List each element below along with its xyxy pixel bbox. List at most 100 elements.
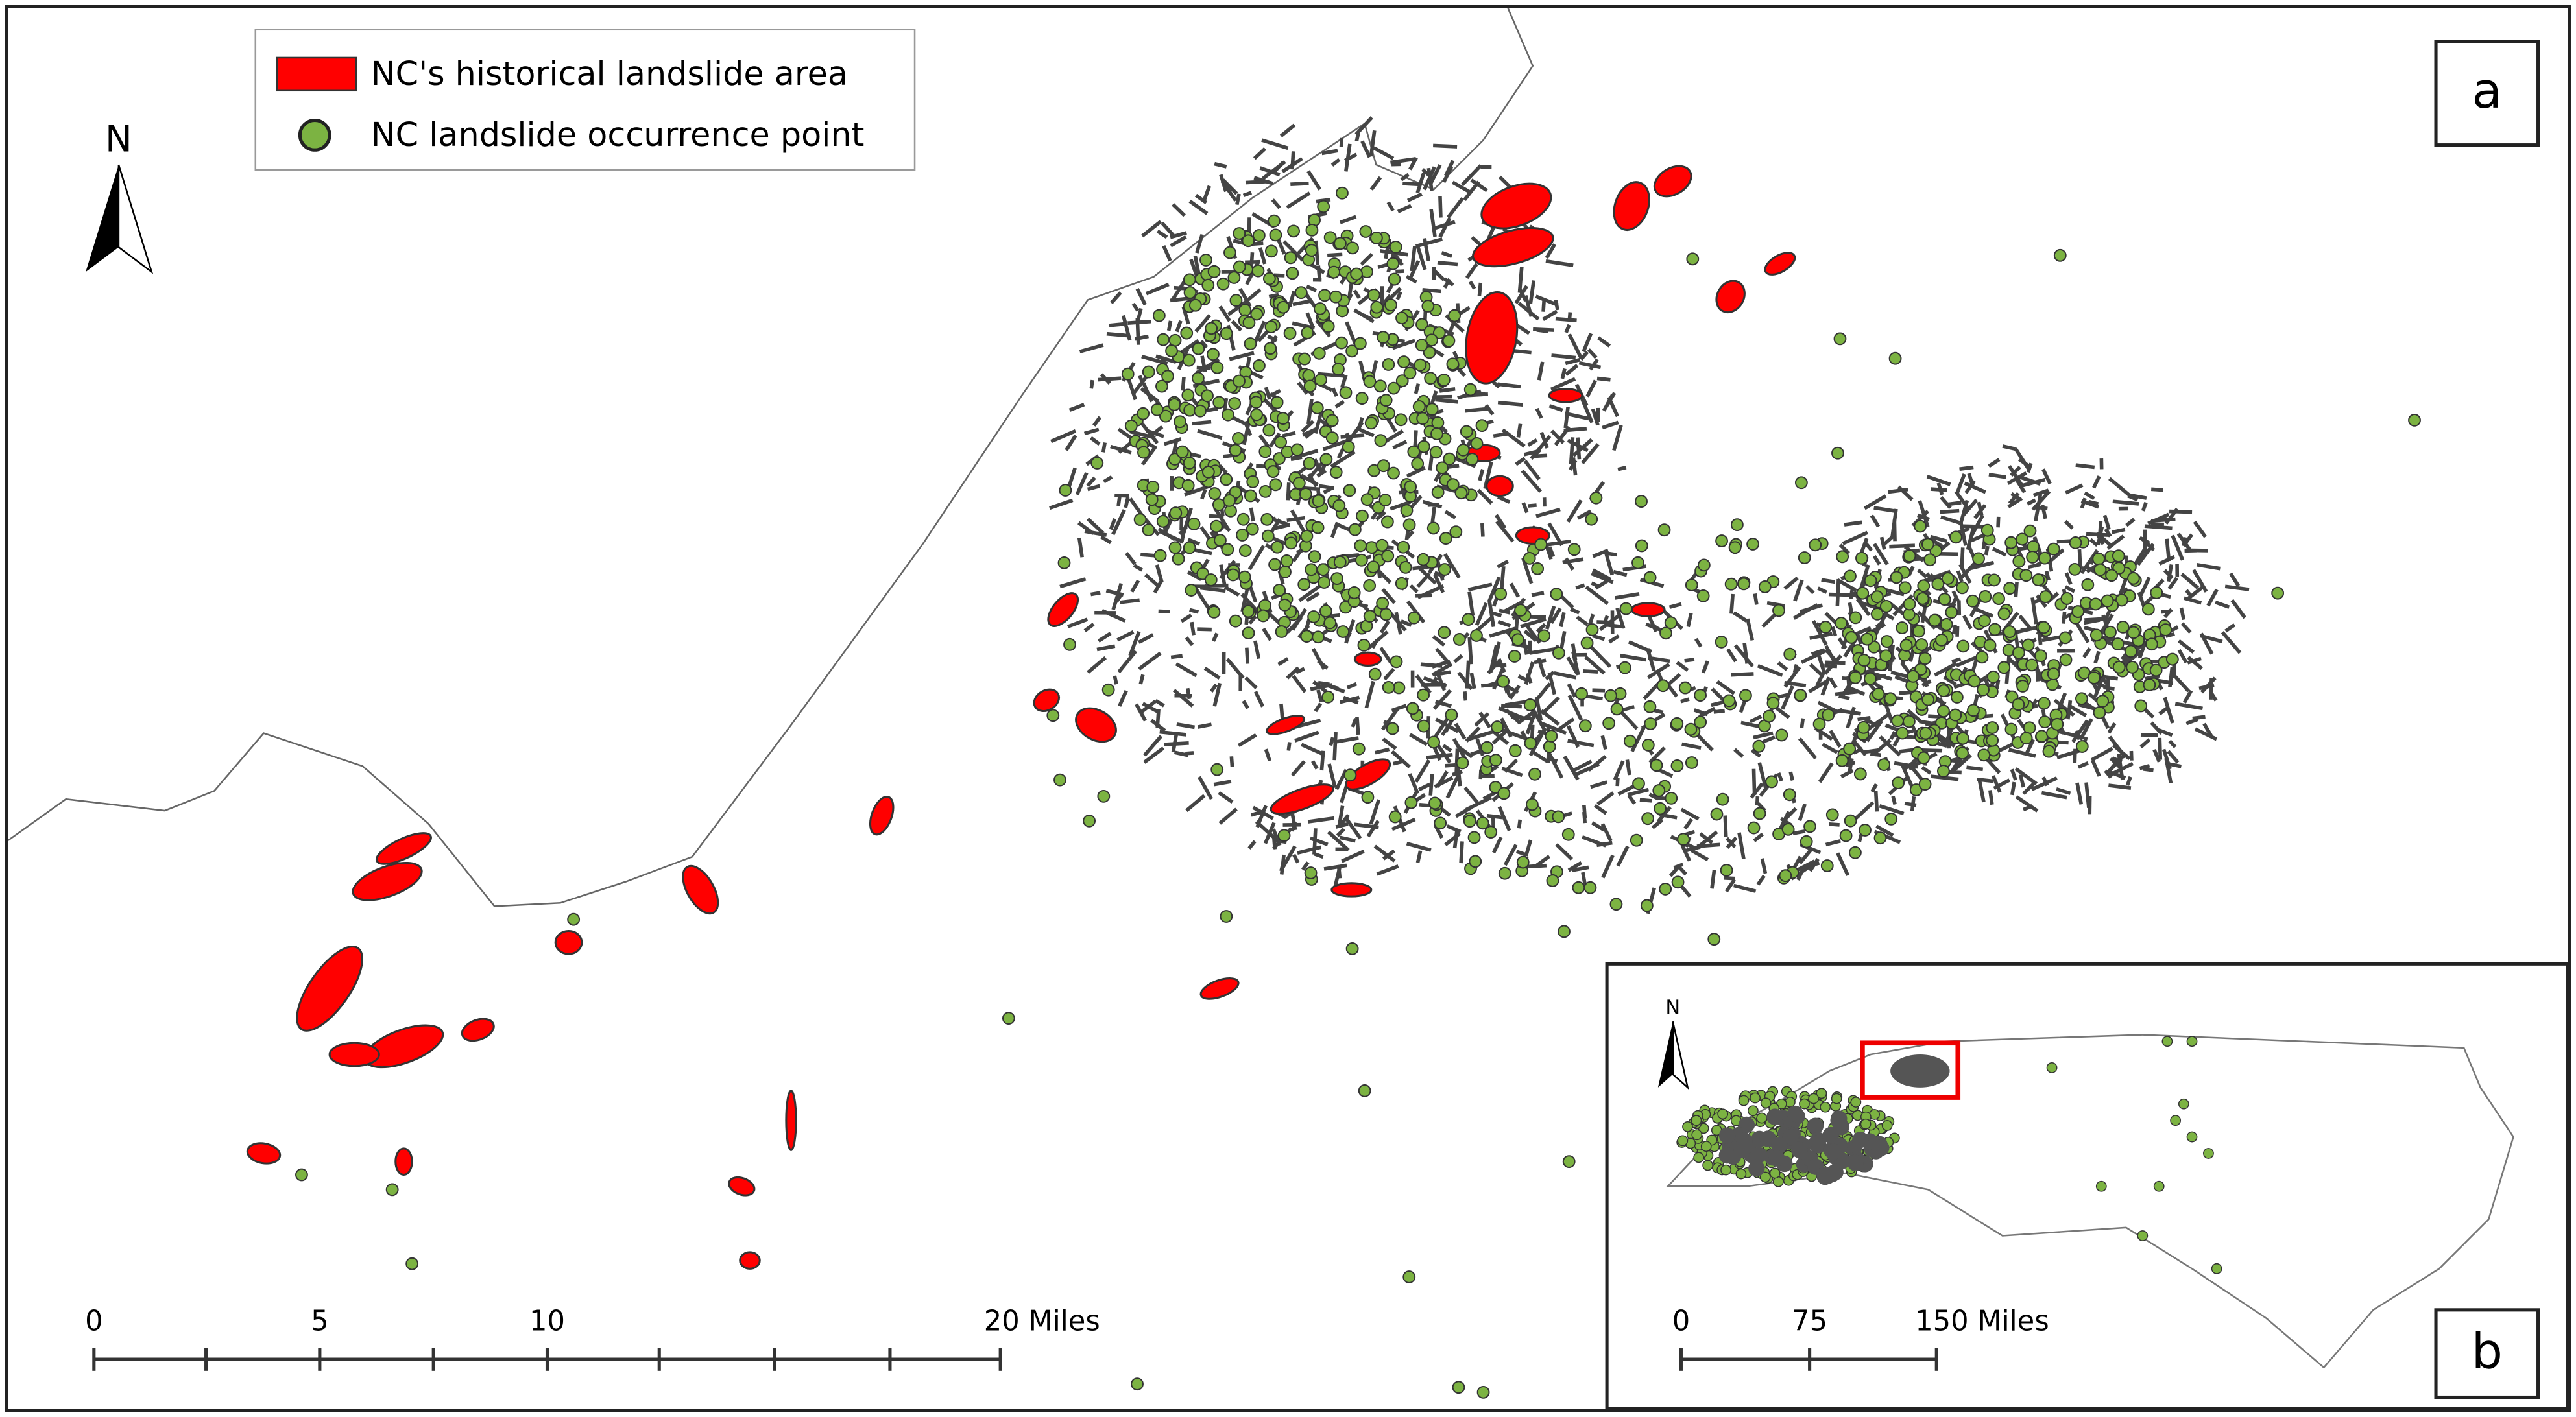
occurrence-point (1394, 413, 1408, 427)
slope-streak (1891, 796, 1897, 805)
slope-streak (2075, 782, 2084, 805)
slope-streak (2056, 729, 2085, 740)
occurrence-point (1619, 661, 1631, 674)
slope-streak (2215, 600, 2230, 609)
slope-streak (1170, 231, 1187, 239)
slope-streak (1338, 805, 1345, 826)
slope-streak (1724, 876, 1735, 881)
slope-streak (1198, 776, 1214, 800)
slope-streak (1135, 288, 1147, 306)
occurrence-point (1950, 691, 1964, 704)
slope-streak (1988, 473, 2006, 479)
slope-streak (1585, 379, 1597, 398)
occurrence-point (1552, 646, 1565, 660)
slope-streak (1087, 656, 1107, 674)
occurrence-point (1445, 708, 1458, 722)
slope-streak (1201, 558, 1210, 569)
slope-streak (1535, 294, 1559, 307)
occurrence-point (1938, 593, 1951, 606)
occurrence-point (2105, 569, 2118, 582)
slope-streak (1563, 407, 1570, 429)
occurrence-point (1395, 311, 1408, 325)
slope-streak (1951, 625, 1957, 635)
slope-streak (1180, 530, 1186, 543)
slope-streak (1686, 612, 1693, 628)
slope-streak (1323, 863, 1347, 871)
slope-streak (1109, 518, 1117, 530)
slope-streak (1996, 516, 2001, 528)
slope-streak (1306, 591, 1320, 602)
occurrence-point (1310, 401, 1324, 414)
occurrence-point (1476, 1385, 1490, 1399)
occurrence-point (2126, 571, 2140, 585)
slope-streak (1524, 294, 1534, 317)
slope-streak (2180, 622, 2192, 634)
slope-streak (1873, 791, 1879, 812)
slope-streak (2185, 717, 2198, 726)
occurrence-point (1238, 544, 1252, 558)
occurrence-point (1977, 683, 1990, 697)
slope-streak (2184, 596, 2202, 605)
slope-streak (1964, 481, 1986, 494)
slope-streak (1330, 521, 1340, 538)
slope-streak (1375, 747, 1390, 755)
slope-streak (1292, 299, 1312, 307)
slope-streak (1565, 358, 1580, 366)
slope-streak (1329, 737, 1335, 746)
slope-streak (1435, 398, 1458, 404)
occurrence-point (1157, 333, 1170, 346)
slope-streak (1853, 801, 1875, 822)
slope-streak (1432, 220, 1456, 231)
occurrence-point (1467, 831, 1481, 844)
slope-streak (1400, 173, 1410, 182)
slope-streak (1371, 639, 1379, 649)
occurrence-point (1752, 739, 1766, 753)
inset-point (2153, 1180, 2165, 1192)
slope-streak (1116, 494, 1122, 506)
occurrence-point (1470, 436, 1484, 450)
occurrence-point (1537, 629, 1551, 643)
inset-point (1831, 1093, 1842, 1104)
occurrence-point (1469, 855, 1482, 868)
slope-streak (1838, 694, 1850, 700)
occurrence-point (1342, 440, 1355, 453)
slope-streak (1415, 245, 1427, 270)
inset-point (2178, 1098, 2189, 1110)
occurrence-point (1977, 748, 1991, 762)
slope-streak (1600, 735, 1607, 750)
slope-streak (1354, 822, 1379, 829)
slope-streak (1435, 700, 1452, 708)
occurrence-point (1368, 667, 1382, 681)
slope-streak (2098, 521, 2103, 534)
occurrence-point (1609, 898, 1623, 911)
slope-streak (1316, 265, 1321, 279)
slope-streak (1316, 469, 1327, 478)
occurrence-point (1783, 647, 1797, 661)
occurrence-point (1397, 540, 1410, 554)
slope-streak (1351, 717, 1358, 728)
slope-streak (1865, 719, 1883, 743)
occurrence-point (2053, 248, 2067, 262)
slope-streak (1075, 471, 1089, 495)
slope-streak (1592, 568, 1611, 581)
occurrence-point (1956, 639, 1970, 653)
occurrence-point (2058, 631, 2072, 645)
inset-cluster (1736, 1132, 1753, 1149)
inset-point (1748, 1105, 1759, 1117)
occurrence-point (1677, 833, 1690, 846)
occurrence-point (1916, 592, 1929, 605)
slope-streak (1729, 593, 1735, 614)
slope-streak (1451, 180, 1471, 194)
occurrence-point (1343, 768, 1357, 782)
occurrence-point (1849, 611, 1862, 625)
occurrence-point (1250, 307, 1264, 321)
slope-streak (1290, 151, 1295, 170)
slope-streak (1339, 695, 1360, 704)
occurrence-point (1431, 416, 1445, 429)
slope-streak (1760, 858, 1768, 874)
slope-streak (1294, 730, 1319, 743)
slope-streak (1608, 634, 1620, 644)
slope-streak (1149, 425, 1164, 438)
landslide-area (1033, 688, 1061, 712)
slope-streak (1930, 774, 1959, 781)
